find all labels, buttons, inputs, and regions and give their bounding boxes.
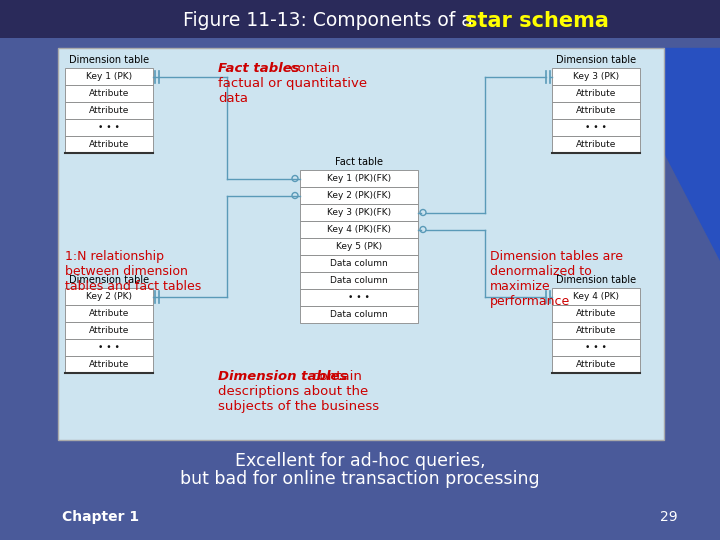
FancyBboxPatch shape (300, 238, 418, 255)
Text: Attribute: Attribute (576, 140, 616, 149)
Text: Dimension table: Dimension table (69, 275, 149, 285)
FancyBboxPatch shape (65, 305, 153, 322)
Text: • • •: • • • (98, 123, 120, 132)
Text: Attribute: Attribute (89, 360, 129, 369)
Text: Key 4 (PK): Key 4 (PK) (573, 292, 619, 301)
FancyBboxPatch shape (552, 339, 640, 356)
Text: Dimension tables are
denormalized to
maximize
performance: Dimension tables are denormalized to max… (490, 250, 623, 308)
Text: factual or quantitative: factual or quantitative (218, 77, 367, 90)
FancyBboxPatch shape (65, 102, 153, 119)
Text: Dimension tables: Dimension tables (218, 370, 347, 383)
Text: Fact table: Fact table (335, 157, 383, 167)
Text: Key 2 (PK)(FK): Key 2 (PK)(FK) (327, 191, 391, 200)
FancyBboxPatch shape (552, 119, 640, 136)
Text: Key 1 (PK): Key 1 (PK) (86, 72, 132, 81)
Text: Excellent for ad-hoc queries,: Excellent for ad-hoc queries, (235, 452, 485, 470)
Text: Key 5 (PK): Key 5 (PK) (336, 242, 382, 251)
FancyBboxPatch shape (0, 0, 720, 38)
Text: Attribute: Attribute (576, 89, 616, 98)
FancyBboxPatch shape (300, 221, 418, 238)
Text: Attribute: Attribute (89, 326, 129, 335)
FancyBboxPatch shape (552, 288, 640, 305)
Text: contain: contain (308, 370, 362, 383)
FancyBboxPatch shape (65, 288, 153, 305)
Text: • • •: • • • (348, 293, 370, 302)
Text: Attribute: Attribute (576, 106, 616, 115)
Text: Key 1 (PK)(FK): Key 1 (PK)(FK) (327, 174, 391, 183)
FancyBboxPatch shape (300, 272, 418, 289)
FancyBboxPatch shape (300, 187, 418, 204)
Text: Data column: Data column (330, 259, 388, 268)
Text: data: data (218, 92, 248, 105)
FancyBboxPatch shape (300, 255, 418, 272)
Text: Attribute: Attribute (576, 360, 616, 369)
Text: contain: contain (286, 62, 340, 75)
Text: • • •: • • • (585, 343, 607, 352)
Text: Chapter 1: Chapter 1 (62, 510, 139, 524)
Text: Fact tables: Fact tables (218, 62, 300, 75)
FancyBboxPatch shape (300, 289, 418, 306)
FancyBboxPatch shape (552, 102, 640, 119)
FancyBboxPatch shape (58, 48, 664, 440)
Text: 29: 29 (660, 510, 678, 524)
FancyBboxPatch shape (65, 68, 153, 85)
FancyBboxPatch shape (552, 322, 640, 339)
Text: Key 3 (PK)(FK): Key 3 (PK)(FK) (327, 208, 391, 217)
Text: Attribute: Attribute (89, 309, 129, 318)
Text: subjects of the business: subjects of the business (218, 400, 379, 413)
Text: Dimension table: Dimension table (69, 55, 149, 65)
FancyBboxPatch shape (552, 85, 640, 102)
FancyBboxPatch shape (65, 136, 153, 153)
Text: Key 3 (PK): Key 3 (PK) (573, 72, 619, 81)
Text: Dimension table: Dimension table (556, 275, 636, 285)
Text: 1:N relationship
between dimension
tables and fact tables: 1:N relationship between dimension table… (65, 250, 202, 293)
Text: Attribute: Attribute (576, 309, 616, 318)
Text: Attribute: Attribute (576, 326, 616, 335)
Text: • • •: • • • (585, 123, 607, 132)
Text: Attribute: Attribute (89, 89, 129, 98)
FancyBboxPatch shape (65, 339, 153, 356)
FancyBboxPatch shape (300, 306, 418, 323)
Text: Key 4 (PK)(FK): Key 4 (PK)(FK) (327, 225, 391, 234)
Text: • • •: • • • (98, 343, 120, 352)
FancyBboxPatch shape (552, 305, 640, 322)
Text: but bad for online transaction processing: but bad for online transaction processin… (180, 470, 540, 488)
Text: Attribute: Attribute (89, 106, 129, 115)
FancyBboxPatch shape (552, 68, 640, 85)
FancyBboxPatch shape (552, 356, 640, 373)
Text: Data column: Data column (330, 310, 388, 319)
Text: Key 2 (PK): Key 2 (PK) (86, 292, 132, 301)
Text: Dimension table: Dimension table (556, 55, 636, 65)
Text: Figure 11-13: Components of a: Figure 11-13: Components of a (183, 11, 479, 30)
FancyBboxPatch shape (300, 204, 418, 221)
FancyBboxPatch shape (300, 170, 418, 187)
Text: star schema: star schema (465, 11, 609, 31)
Text: Attribute: Attribute (89, 140, 129, 149)
FancyBboxPatch shape (65, 356, 153, 373)
FancyBboxPatch shape (65, 85, 153, 102)
FancyBboxPatch shape (552, 136, 640, 153)
Polygon shape (610, 48, 720, 260)
Text: Data column: Data column (330, 276, 388, 285)
Text: descriptions about the: descriptions about the (218, 385, 368, 398)
FancyBboxPatch shape (65, 119, 153, 136)
FancyBboxPatch shape (65, 322, 153, 339)
